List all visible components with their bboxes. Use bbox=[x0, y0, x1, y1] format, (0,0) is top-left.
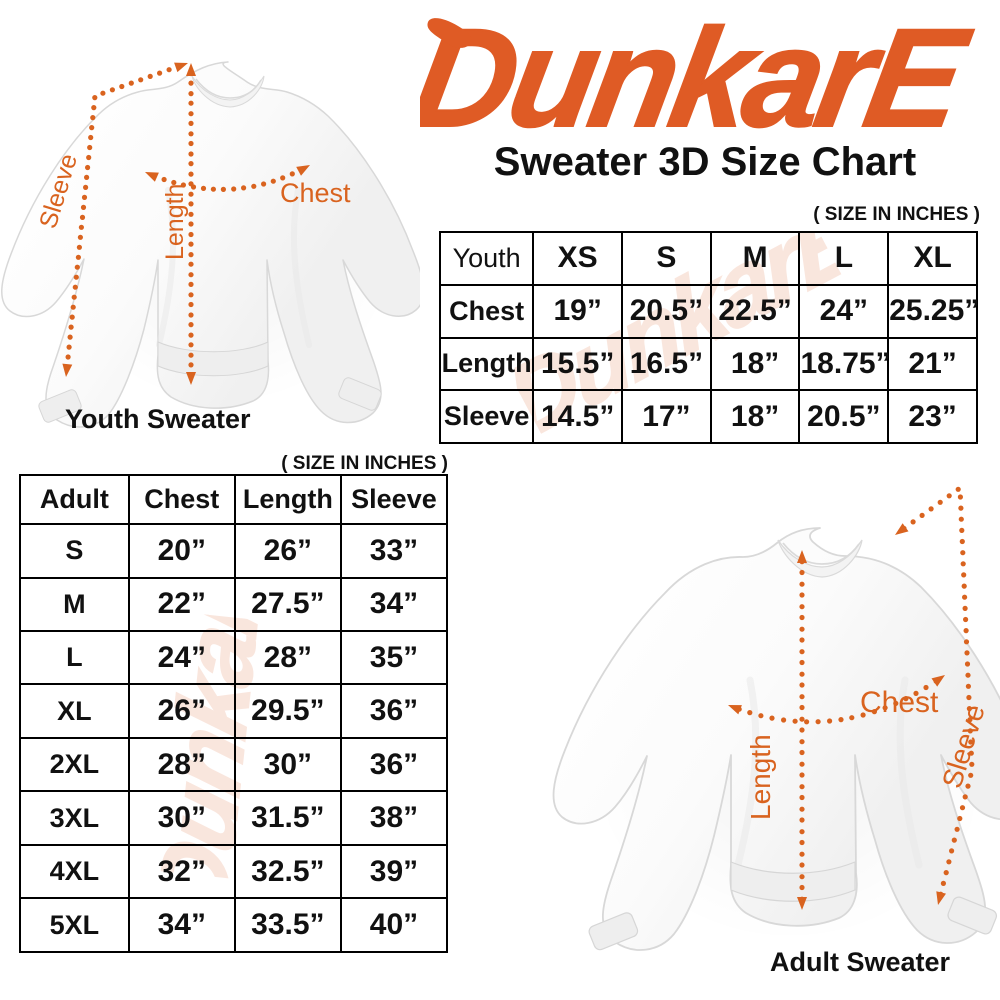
svg-text:Chest: Chest bbox=[860, 686, 939, 719]
svg-text:Length: Length bbox=[161, 184, 189, 260]
svg-text:DunkarE: DunkarE bbox=[420, 0, 980, 156]
svg-text:Length: Length bbox=[745, 734, 776, 820]
svg-text:Chest: Chest bbox=[280, 178, 351, 208]
